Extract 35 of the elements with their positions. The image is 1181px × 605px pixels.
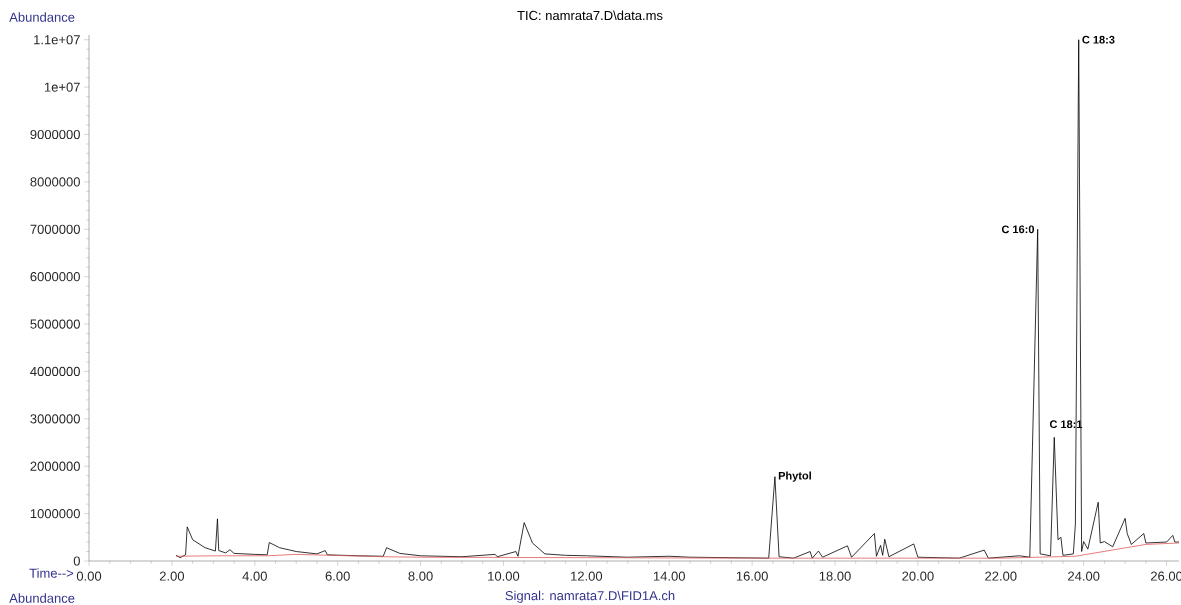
x-tick-label: 10.00 [488, 571, 520, 581]
annotation: C 18:1 [1049, 420, 1083, 429]
annotation: Phytol [778, 471, 811, 482]
x-tick-label: 6.00 [325, 571, 350, 581]
x-tick-label: 22.00 [985, 571, 1017, 581]
annotation: C 18:3 [1082, 35, 1115, 44]
y-tick-label: 4000000 [30, 366, 80, 377]
x-tick-label: 20.00 [902, 571, 934, 581]
y-tick-label: 6000000 [30, 272, 80, 282]
y-tick-label: 0 [73, 556, 80, 566]
y-tick-label: 1.1e+07 [34, 35, 80, 45]
x-tick-label: 4.00 [242, 571, 267, 581]
annotation: C 16:0 [1001, 225, 1035, 234]
y-tick-label: 9000000 [30, 129, 80, 140]
x-tick-label: 0.00 [76, 571, 102, 581]
y-tick-label: 7000000 [30, 224, 80, 234]
x-tick-label: 18.00 [819, 571, 851, 581]
line-series [175, 542, 1180, 559]
y-axis-title: Abundance [9, 12, 75, 22]
x-tick-label: 2.00 [159, 571, 185, 581]
x-axis-title: Time--> [29, 568, 74, 578]
y-tick-label: 8000000 [30, 177, 80, 187]
x-tick-label: 12.00 [571, 571, 603, 581]
y-tick-label: 1000000 [30, 509, 80, 519]
y-tick-label: 1e+07 [44, 82, 80, 92]
x-tick-label: 24.00 [1068, 571, 1100, 581]
x-tick-label: 14.00 [653, 571, 685, 581]
text: Signal: namrata7.D\FID1A.ch [505, 590, 675, 603]
chart-title: TIC: namrata7.D\data.ms [517, 10, 663, 21]
y-tick-label: 2000000 [30, 461, 80, 471]
text: Abundance [9, 593, 75, 603]
x-tick-label: 16.00 [736, 571, 768, 581]
y-tick-label: 3000000 [30, 414, 80, 424]
y-tick-label: 5000000 [30, 319, 80, 329]
x-tick-label: 8.00 [408, 571, 433, 581]
